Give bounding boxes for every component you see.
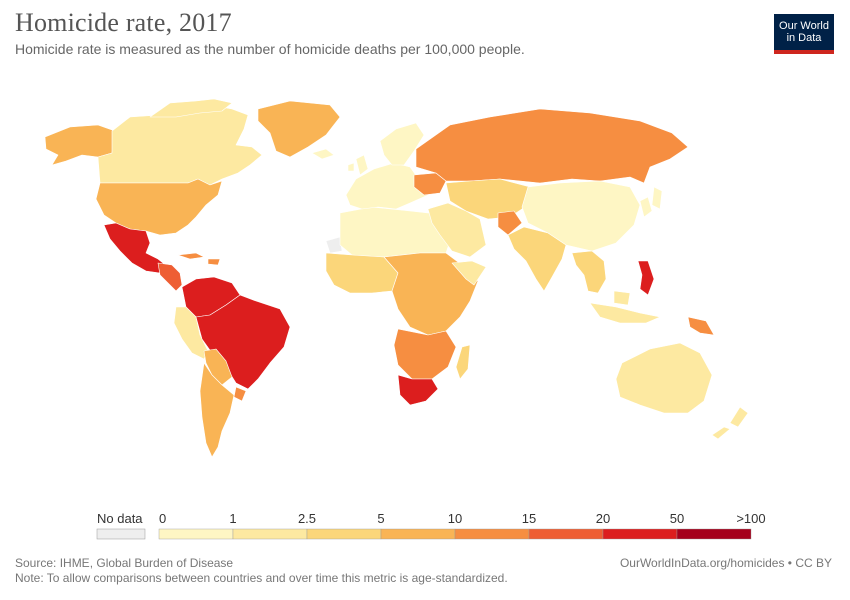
legend-tick-label-5: 15 — [522, 511, 536, 526]
legend-tick-label-0: 0 — [159, 511, 166, 526]
legend-bins: 0 1 2.5 5 10 15 20 50 >100 — [158, 511, 766, 540]
legend-tick-label-7: 50 — [670, 511, 684, 526]
footer-note: Note: To allow comparisons between count… — [15, 571, 508, 585]
legend-bin-7[interactable] — [676, 528, 752, 540]
chart-title: Homicide rate, 2017 — [15, 8, 232, 37]
footer-url-link[interactable]: OurWorldInData.org/homicides • CC BY — [619, 556, 832, 570]
region-iceland[interactable] — [311, 148, 335, 160]
region-japan[interactable] — [639, 186, 663, 218]
region-usa[interactable] — [95, 178, 223, 236]
region-europe[interactable] — [345, 162, 429, 210]
legend-bin-0[interactable] — [158, 528, 234, 540]
region-argentina[interactable] — [199, 362, 235, 458]
footer-source: Source: IHME, Global Burden of Disease — [15, 556, 234, 570]
legend-no-data-label: No data — [97, 511, 143, 526]
region-uruguay[interactable] — [233, 386, 247, 402]
region-greenland[interactable] — [257, 100, 341, 158]
footer: Source: IHME, Global Burden of Disease N… — [15, 556, 508, 586]
region-india[interactable] — [507, 226, 567, 292]
region-canada[interactable] — [97, 104, 263, 186]
region-philippines[interactable] — [637, 260, 655, 296]
region-afghanistan[interactable] — [497, 210, 523, 236]
world-map — [44, 98, 749, 458]
region-china[interactable] — [521, 180, 641, 252]
region-uk[interactable] — [347, 154, 369, 176]
region-arctic-islands[interactable] — [149, 98, 233, 118]
region-west-africa[interactable] — [325, 252, 399, 294]
legend-bin-4[interactable] — [454, 528, 530, 540]
legend-tick-label-3: 5 — [377, 511, 384, 526]
region-madagascar[interactable] — [455, 344, 471, 380]
region-central-america[interactable] — [157, 262, 183, 292]
region-southern-africa[interactable] — [393, 328, 457, 380]
region-new-zealand[interactable] — [711, 406, 749, 440]
legend-no-data-swatch — [96, 528, 146, 540]
region-horn-of-africa[interactable] — [451, 260, 487, 286]
region-western-sahara — [325, 236, 343, 254]
region-indonesia[interactable] — [589, 290, 661, 324]
legend-tick-label-1: 1 — [229, 511, 236, 526]
chart-subtitle: Homicide rate is measured as the number … — [15, 41, 525, 57]
region-south-africa[interactable] — [397, 374, 439, 406]
logo-line-2: in Data — [786, 32, 822, 44]
legend-bin-5[interactable] — [528, 528, 604, 540]
owid-logo[interactable]: Our World in Data — [774, 14, 834, 54]
region-central-asia[interactable] — [445, 178, 531, 220]
region-russia[interactable] — [415, 108, 689, 184]
legend-bin-3[interactable] — [380, 528, 456, 540]
legend-tick-label-8: >100 — [736, 511, 765, 526]
legend-bin-6[interactable] — [602, 528, 678, 540]
legend-tick-label-6: 20 — [596, 511, 610, 526]
region-alaska[interactable] — [44, 124, 116, 166]
region-central-africa[interactable] — [383, 252, 479, 336]
region-southeast-asia[interactable] — [571, 250, 607, 294]
color-legend: No data 0 1 2.5 5 10 15 20 50 >100 — [96, 511, 766, 540]
region-mexico[interactable] — [103, 222, 169, 274]
logo-line-1: Our World — [779, 20, 829, 32]
region-papua-new-guinea[interactable] — [687, 316, 715, 336]
region-middle-east[interactable] — [427, 202, 487, 258]
region-bolivia[interactable] — [203, 348, 233, 386]
region-scandinavia[interactable] — [379, 122, 425, 166]
legend-tick-label-4: 10 — [448, 511, 462, 526]
legend-tick-label-2: 2.5 — [298, 511, 316, 526]
legend-bin-1[interactable] — [232, 528, 308, 540]
region-caribbean[interactable] — [177, 252, 221, 266]
legend-bin-2[interactable] — [306, 528, 382, 540]
region-australia[interactable] — [615, 342, 713, 414]
